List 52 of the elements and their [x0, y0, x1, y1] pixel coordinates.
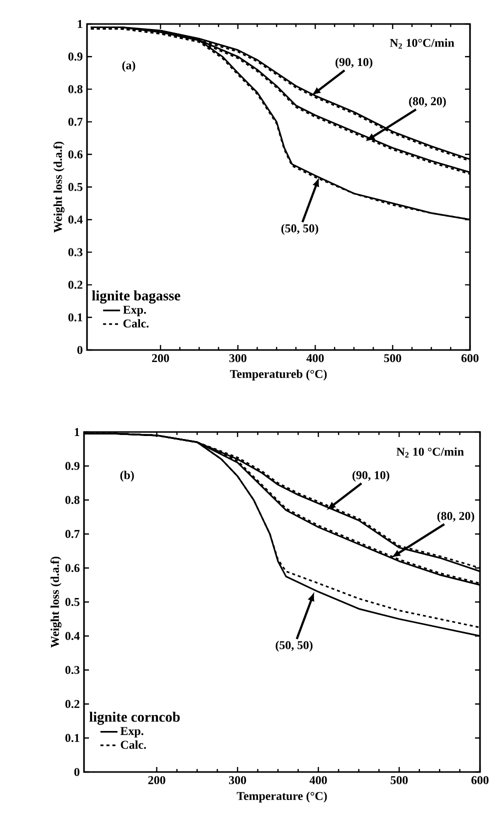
y-tick-label: 0	[77, 346, 82, 354]
x-tick-label: 200	[152, 354, 170, 362]
x-tick-label: 300	[229, 776, 246, 784]
legend-title: lignite corncob	[89, 712, 180, 725]
legend-label: Calc.	[123, 319, 149, 328]
x-tick-label: 500	[390, 776, 408, 784]
x-tick-label: 200	[148, 776, 166, 784]
annotation: (80, 20)	[437, 512, 474, 522]
x-tick-label: 400	[310, 776, 327, 784]
annotation: N$_{2}$ 10 °C/min	[396, 447, 464, 458]
annotation: N$_{2}$ 10°C/min	[390, 38, 454, 49]
annotation: (90, 10)	[352, 470, 390, 482]
legend-label: Calc.	[120, 740, 146, 749]
y-axis-title: Weight loss (d.a.f)	[50, 556, 62, 648]
y-tick-label: 0.6	[68, 150, 83, 158]
annotation: (50, 50)	[281, 224, 318, 235]
x-tick-label: 300	[229, 354, 246, 362]
legend-title: lignite bagasse	[92, 290, 180, 304]
y-tick-label: 1	[78, 20, 82, 28]
y-tick-label: 0.7	[65, 530, 80, 538]
annotation: (50, 50)	[276, 640, 313, 652]
annotation: (a)	[122, 60, 136, 72]
x-tick-label: 600	[461, 354, 479, 362]
y-axis-title: Weight loss (d.a.f)	[53, 142, 64, 233]
y-tick-label: 0.9	[65, 462, 80, 470]
y-tick-label: 0.8	[65, 496, 80, 504]
y-tick-label: 0.4	[68, 216, 83, 224]
y-tick-label: 0.6	[65, 564, 80, 572]
x-axis-title: Temperature (°C)	[236, 792, 327, 802]
y-tick-label: 0.1	[65, 734, 80, 742]
legend-label: Exp.	[120, 727, 144, 738]
y-tick-label: 0.2	[68, 280, 82, 289]
y-tick-label: 1	[74, 428, 80, 436]
y-tick-label: 0	[74, 768, 80, 776]
x-tick-label: 400	[306, 354, 324, 362]
annotation: (90, 10)	[336, 58, 372, 69]
y-tick-label: 0.3	[68, 248, 82, 256]
annotation: (b)	[120, 470, 134, 482]
y-tick-label: 0.7	[68, 118, 83, 126]
y-tick-label: 0.3	[65, 666, 80, 674]
y-tick-label: 0.9	[68, 52, 82, 61]
y-tick-label: 0.8	[68, 85, 82, 94]
legend-label: Exp.	[123, 306, 146, 316]
x-axis-title: Temperatureb (°C)	[230, 370, 327, 380]
x-tick-label: 500	[384, 354, 402, 362]
x-tick-label: 600	[471, 776, 489, 784]
y-tick-label: 0.2	[65, 700, 80, 708]
annotation: (80, 20)	[409, 96, 446, 108]
y-tick-label: 0.5	[65, 598, 80, 606]
y-tick-label: 0.5	[68, 182, 82, 192]
y-tick-label: 0.4	[65, 632, 80, 640]
y-tick-label: 0.1	[68, 313, 82, 322]
